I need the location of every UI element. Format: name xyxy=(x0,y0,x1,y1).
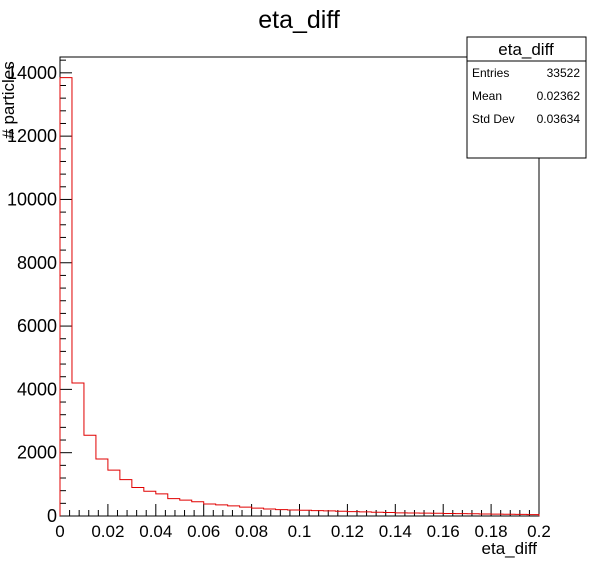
y-axis: 0 2000 4000 6000 8000 10000 12000 14000 xyxy=(7,59,72,526)
histogram-bin xyxy=(240,507,252,516)
x-tick-label: 0.2 xyxy=(527,522,551,541)
histogram-bin xyxy=(72,383,84,516)
x-axis: 0 0.02 0.04 0.06 0.08 0.1 0.12 0.14 0.16 0.18 0.2 xyxy=(55,504,551,541)
stats-entries-label: Entries xyxy=(472,66,509,80)
histogram-bin xyxy=(216,505,228,516)
stats-box-title: eta_diff xyxy=(498,40,554,59)
histogram-bin xyxy=(204,504,216,516)
histogram-bin xyxy=(96,459,108,516)
stats-box: eta_diff Entries 33522 Mean 0.02362 Std … xyxy=(466,36,587,159)
x-axis-label: eta_diff xyxy=(482,539,538,558)
x-tick-label: 0.08 xyxy=(235,522,268,541)
x-tick-label: 0.12 xyxy=(331,522,364,541)
y-axis-label: # particles xyxy=(0,61,18,138)
histogram-bin xyxy=(276,510,288,516)
histogram-bin xyxy=(335,511,347,516)
y-tick-label: 10000 xyxy=(7,189,57,209)
y-tick-label: 8000 xyxy=(17,253,57,273)
histogram-bin xyxy=(288,510,300,516)
histogram-bin xyxy=(108,470,120,516)
x-tick-label: 0.04 xyxy=(139,522,172,541)
stats-box-frame xyxy=(466,36,587,159)
histogram-bin xyxy=(323,511,335,516)
y-tick-label: 0 xyxy=(47,506,57,526)
y-tick-label: 14000 xyxy=(7,63,57,83)
histogram-bin xyxy=(120,480,132,516)
x-tick-label: 0.14 xyxy=(379,522,412,541)
stats-stddev-label: Std Dev xyxy=(472,112,515,126)
histogram-bin xyxy=(300,510,312,516)
y-tick-label: 12000 xyxy=(7,126,57,146)
stats-mean-value: 0.02362 xyxy=(537,89,581,103)
x-tick-label: 0.18 xyxy=(475,522,508,541)
stats-stddev-value: 0.03634 xyxy=(537,112,581,126)
histogram-bin xyxy=(264,509,276,516)
y-tick-label: 2000 xyxy=(17,443,57,463)
histogram-bin xyxy=(359,512,371,516)
y-tick-label: 4000 xyxy=(17,379,57,399)
x-tick-label: 0 xyxy=(55,522,64,541)
histogram-bin xyxy=(132,488,144,516)
x-tick-label: 0.02 xyxy=(91,522,124,541)
y-tick-label: 6000 xyxy=(17,316,57,336)
histogram-bin xyxy=(371,512,383,516)
histogram-bin xyxy=(144,491,156,516)
stats-entries-value: 33522 xyxy=(547,66,581,80)
x-tick-label: 0.16 xyxy=(427,522,460,541)
histogram-bin xyxy=(383,513,395,516)
x-tick-label: 0.06 xyxy=(187,522,220,541)
histogram-bin xyxy=(180,500,192,516)
histogram-bin xyxy=(60,78,72,516)
histogram-bin xyxy=(84,435,96,516)
histogram-bin xyxy=(192,502,204,516)
histogram-bin xyxy=(252,508,264,516)
histogram-bin xyxy=(311,511,323,516)
histogram-bin xyxy=(228,506,240,516)
histogram-outline xyxy=(59,77,540,516)
stats-mean-label: Mean xyxy=(472,89,502,103)
chart-title: eta_diff xyxy=(258,6,340,34)
histogram-bin xyxy=(168,499,180,516)
histogram-bin xyxy=(156,494,168,516)
x-tick-label: 0.1 xyxy=(288,522,312,541)
histogram-bin xyxy=(347,512,359,516)
